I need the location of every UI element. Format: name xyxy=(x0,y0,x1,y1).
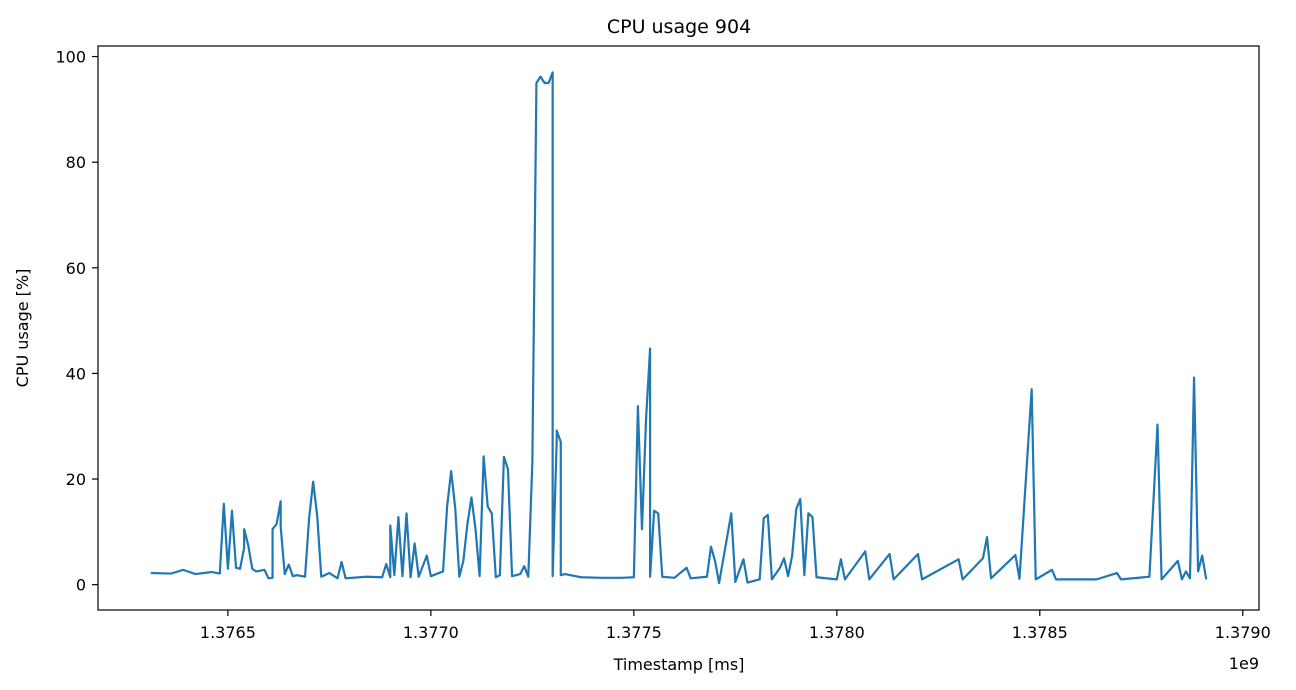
y-tick-label: 80 xyxy=(66,153,86,172)
y-tick-label: 0 xyxy=(76,576,86,595)
y-axis-label: CPU usage [%] xyxy=(13,269,32,388)
chart-title: CPU usage 904 xyxy=(607,16,751,38)
plot-frame xyxy=(97,45,1260,611)
y-tick-label: 60 xyxy=(66,259,86,278)
x-tick-label: 1.3780 xyxy=(809,623,865,642)
x-tick-label: 1.3775 xyxy=(606,623,662,642)
x-tick-label: 1.3785 xyxy=(1012,623,1068,642)
x-axis-offset-label: 1e9 xyxy=(1229,654,1259,673)
x-tick-label: 1.3765 xyxy=(200,623,256,642)
y-tick-label: 100 xyxy=(55,48,86,67)
axis-ticks: 1.3765 1.3770 1.3775 1.3780 1.3785 1.3790 0 20 4… xyxy=(55,48,1270,642)
x-tick-label: 1.3770 xyxy=(403,623,459,642)
x-tick-label: 1.3790 xyxy=(1215,623,1271,642)
cpu-usage-series-line xyxy=(150,71,1208,585)
x-axis-label: Timestamp [ms] xyxy=(613,655,745,674)
y-tick-label: 20 xyxy=(66,470,86,489)
y-tick-label: 40 xyxy=(66,364,86,383)
